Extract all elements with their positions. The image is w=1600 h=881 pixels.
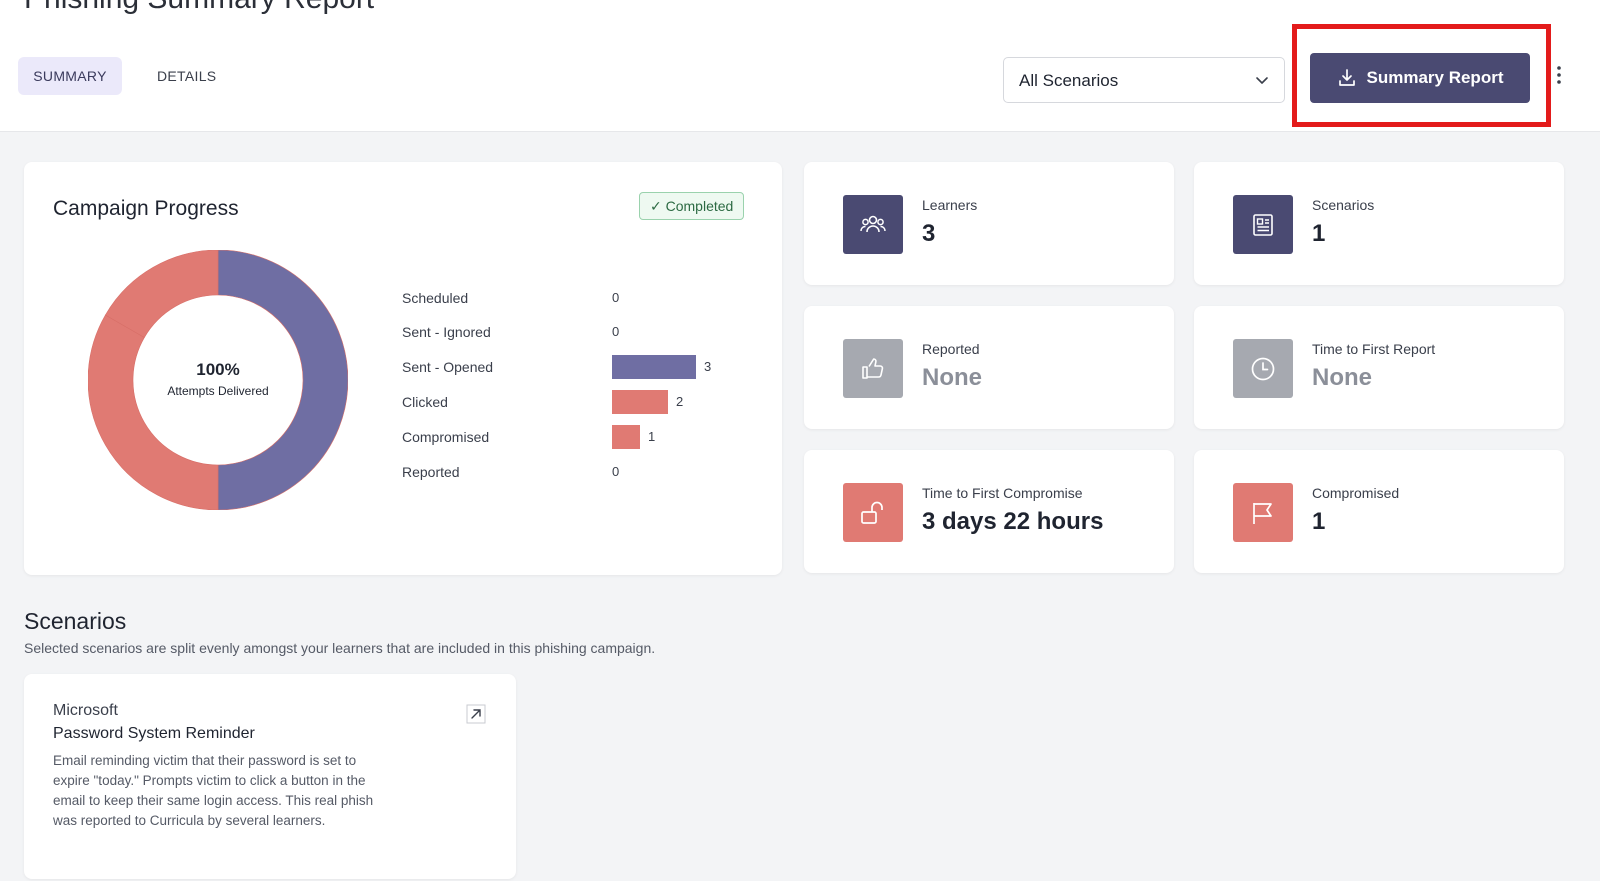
legend-row-compromised: Compromised 1 [402, 425, 742, 449]
legend-bar [612, 390, 668, 414]
legend-row-sent-opened: Sent - Opened 3 [402, 355, 742, 379]
campaign-progress-card: Campaign Progress ✓ Completed 100% Attem… [24, 162, 782, 575]
summary-report-label: Summary Report [1366, 68, 1504, 87]
users-icon [843, 195, 903, 254]
stat-value: None [1312, 364, 1372, 391]
donut-caption: Attempts Delivered [167, 384, 269, 398]
legend-label: Clicked [402, 394, 448, 410]
donut-segment-clicked [88, 314, 219, 510]
legend-row-clicked: Clicked 2 [402, 390, 742, 414]
legend-count: 3 [704, 359, 712, 374]
stat-card-time-to-first-compromise: Time to First Compromise 3 days 22 hours [804, 450, 1174, 573]
legend-count: 0 [612, 290, 620, 305]
legend-bar [612, 425, 640, 449]
stat-value: 3 [922, 220, 936, 247]
page-title: Phishing Summary Report [24, 0, 374, 16]
legend-label: Reported [402, 464, 460, 480]
stat-label: Learners [922, 197, 978, 213]
legend-label: Sent - Ignored [402, 324, 491, 340]
legend-label: Scheduled [402, 290, 469, 306]
stat-label: Compromised [1312, 485, 1400, 501]
stat-card-reported: Reported None [804, 306, 1174, 429]
stat-label: Time to First Report [1312, 341, 1436, 357]
stat-label: Reported [922, 341, 980, 357]
stat-label: Time to First Compromise [922, 485, 1083, 501]
scenario-filter-select[interactable]: All Scenarios [1003, 57, 1285, 103]
legend-row-reported: Reported 0 [402, 462, 742, 482]
status-badge: ✓ Completed [639, 192, 745, 220]
tab-summary[interactable]: SUMMARY [18, 57, 122, 95]
scenario-vendor: Microsoft [53, 702, 118, 719]
stat-value: None [922, 364, 982, 391]
legend-count: 2 [676, 394, 684, 409]
thumbs-up-icon [843, 339, 903, 398]
clock-icon [1233, 339, 1293, 398]
donut-segment-opened [217, 250, 348, 510]
flag-icon [1233, 483, 1293, 542]
chevron-down-icon [1256, 77, 1268, 84]
unlock-icon [843, 483, 903, 542]
campaign-progress-title: Campaign Progress [53, 197, 239, 220]
download-icon [1338, 69, 1355, 86]
stat-label: Scenarios [1312, 197, 1375, 213]
legend-row-sent-ignored: Sent - Ignored 0 [402, 322, 742, 342]
stat-value: 1 [1312, 508, 1326, 535]
stat-value: 1 [1312, 220, 1326, 247]
scenario-card[interactable]: Microsoft Password System Reminder Email… [24, 674, 516, 879]
stat-card-scenarios: Scenarios 1 [1194, 162, 1564, 285]
legend-row-scheduled: Scheduled 0 [402, 288, 742, 308]
legend-bar [612, 355, 696, 379]
tab-details[interactable]: DETAILS [157, 68, 217, 84]
legend-label: Sent - Opened [402, 359, 494, 375]
legend-count: 0 [612, 324, 620, 339]
scenario-description: Email reminding victim that their passwo… [53, 753, 374, 828]
progress-donut-chart [88, 250, 348, 510]
newspaper-icon [1233, 195, 1293, 254]
scenarios-section-description: Selected scenarios are split evenly amon… [24, 640, 656, 656]
more-options-icon[interactable] [1552, 64, 1566, 86]
scenarios-section-title: Scenarios [24, 608, 127, 634]
scenario-filter-value: All Scenarios [1019, 71, 1119, 90]
donut-percent: 100% [196, 360, 240, 379]
stat-value: 3 days 22 hours [922, 508, 1104, 535]
top-bar: Phishing Summary Report SUMMARY DETAILS … [0, 0, 1600, 132]
stat-card-compromised: Compromised 1 [1194, 450, 1564, 573]
summary-report-button[interactable]: Summary Report [1310, 53, 1530, 103]
donut-segment-compromised [105, 250, 219, 338]
stat-card-learners: Learners 3 [804, 162, 1174, 285]
highlight-box [1292, 24, 1551, 127]
legend-label: Compromised [402, 429, 490, 445]
legend-count: 0 [612, 464, 620, 479]
stat-card-time-to-first-report: Time to First Report None [1194, 306, 1564, 429]
scenario-title: Password System Reminder [53, 725, 255, 742]
legend-count: 1 [648, 429, 656, 444]
external-link-icon[interactable] [466, 704, 486, 724]
